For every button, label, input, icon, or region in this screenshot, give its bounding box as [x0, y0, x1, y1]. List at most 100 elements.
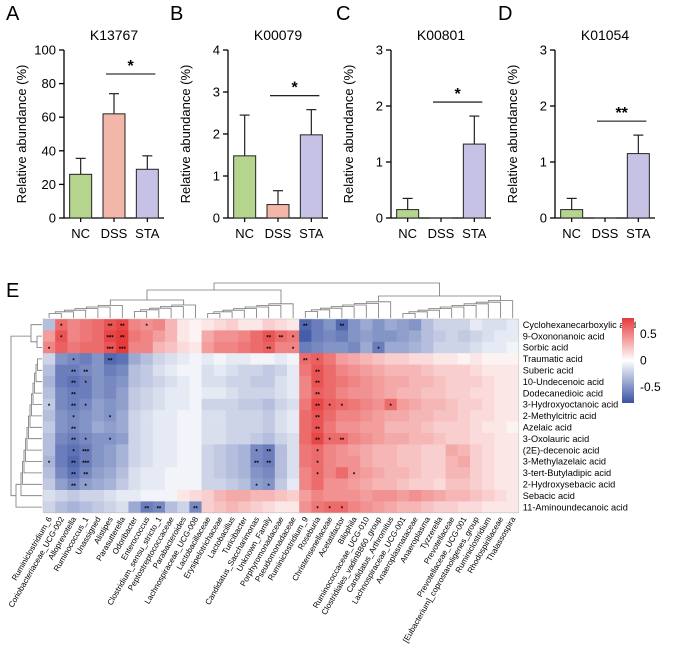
heatmap-cell	[213, 433, 227, 445]
heatmap-cell	[287, 444, 300, 457]
heatmap-cell	[396, 398, 410, 411]
heatmap-cell	[128, 501, 141, 514]
category-label: DSS	[428, 226, 455, 241]
heatmap-cell	[67, 455, 80, 468]
heatmap-cell	[372, 444, 385, 457]
heatmap-cell	[165, 364, 178, 377]
heatmap-cell	[140, 319, 154, 331]
heatmap-cell	[384, 387, 398, 400]
heatmap-cell	[445, 467, 459, 479]
heatmap-cell	[104, 478, 117, 491]
heatmap-cell	[250, 478, 263, 491]
significance-mark: **	[315, 381, 320, 387]
significance-mark: **	[120, 324, 125, 330]
heatmap-cell	[274, 455, 288, 468]
significance-mark: **	[266, 336, 271, 342]
heatmap-cell	[128, 364, 141, 377]
y-tick-label: 80	[42, 76, 56, 91]
heatmap-cell	[433, 410, 446, 422]
heatmap-cell	[323, 455, 337, 468]
heatmap-cell	[189, 478, 202, 491]
heatmap-cell	[506, 387, 520, 400]
y-tick-label: 4	[213, 43, 220, 58]
heatmap-cell	[396, 341, 410, 354]
category-label: DSS	[101, 226, 128, 241]
row-label: Sorbic acid	[523, 343, 568, 353]
heatmap-cell	[104, 364, 117, 377]
heatmap-cell	[262, 353, 276, 365]
heatmap-cell	[91, 433, 105, 445]
heatmap-cell	[91, 319, 105, 331]
significance-mark: *	[292, 336, 295, 342]
heatmap-cell	[43, 455, 56, 468]
significance-mark: *	[48, 461, 51, 467]
heatmap-cell	[165, 433, 178, 445]
heatmap-cell	[116, 398, 129, 411]
heatmap-cell	[433, 341, 446, 354]
heatmap-cell	[177, 398, 190, 411]
heatmap-cell	[177, 353, 190, 365]
heatmap-cell	[189, 341, 202, 354]
heatmap-cell	[274, 364, 288, 377]
heatmap-cell	[128, 455, 141, 468]
heatmap-cell	[262, 501, 276, 514]
heatmap-cell	[43, 330, 56, 343]
heatmap-cell	[372, 410, 385, 422]
heatmap-cell	[43, 398, 56, 411]
heatmap-cell	[152, 444, 166, 457]
heatmap-cell	[104, 398, 117, 411]
heatmap-cell	[348, 421, 361, 434]
dendrogram-link	[222, 309, 245, 318]
heatmap-cell	[189, 410, 202, 422]
heatmap-cell	[91, 444, 105, 457]
heatmap-cell	[262, 455, 276, 468]
bar-panel-c: C K00801 Relative abundance (%) 0 1 2 3 NC DSS ST…	[336, 3, 491, 241]
heatmap-cell	[396, 467, 410, 479]
heatmap-cell	[177, 444, 190, 457]
heatmap-cell	[384, 478, 398, 491]
heatmap-cell	[409, 444, 422, 457]
heatmap-cell	[152, 376, 166, 388]
category-label: DSS	[592, 226, 619, 241]
heatmap-cell	[55, 330, 68, 343]
heatmap-cell	[372, 478, 385, 491]
heatmap-cell	[457, 455, 471, 468]
row-label: (2E)-decenoic acid	[523, 445, 600, 455]
heatmap-cell	[201, 364, 215, 377]
heatmap-cell	[421, 478, 434, 491]
heatmap-cell	[348, 433, 361, 445]
heatmap-cell	[152, 410, 166, 422]
heatmap-cell	[335, 444, 349, 457]
heatmap-cell	[140, 353, 154, 365]
heatmap-cell	[445, 376, 459, 388]
heatmap-cell	[384, 444, 398, 457]
heatmap-cell	[457, 376, 471, 388]
significance-mark: *	[72, 450, 75, 456]
category-label: NC	[562, 226, 581, 241]
heatmap-cell	[140, 410, 154, 422]
heatmap-cell	[299, 353, 312, 365]
heatmap-cell	[445, 398, 459, 411]
heatmap-cell	[91, 467, 105, 479]
heatmap-cell	[201, 490, 215, 502]
heatmap-cell	[457, 421, 471, 434]
bar-dss	[266, 204, 290, 219]
heatmap-cell	[348, 376, 361, 388]
heatmap-cell	[409, 410, 422, 422]
heatmap-cell	[433, 478, 446, 491]
heatmap-cell	[116, 387, 129, 400]
heatmap-cell	[506, 501, 520, 514]
heatmap-cell	[470, 319, 483, 331]
heatmap-cell	[177, 455, 190, 468]
y-tick-label: 3	[213, 85, 220, 100]
heatmap-cell	[152, 353, 166, 365]
significance-label: **	[615, 105, 628, 122]
heatmap-cell	[226, 398, 239, 411]
significance-mark: **	[254, 461, 259, 467]
heatmap-cell	[274, 387, 288, 400]
heatmap-cell	[311, 364, 324, 377]
heatmap-cell	[335, 387, 349, 400]
heatmap-cell	[238, 433, 251, 445]
heatmap-cell	[494, 330, 507, 343]
heatmap-cell	[67, 376, 80, 388]
